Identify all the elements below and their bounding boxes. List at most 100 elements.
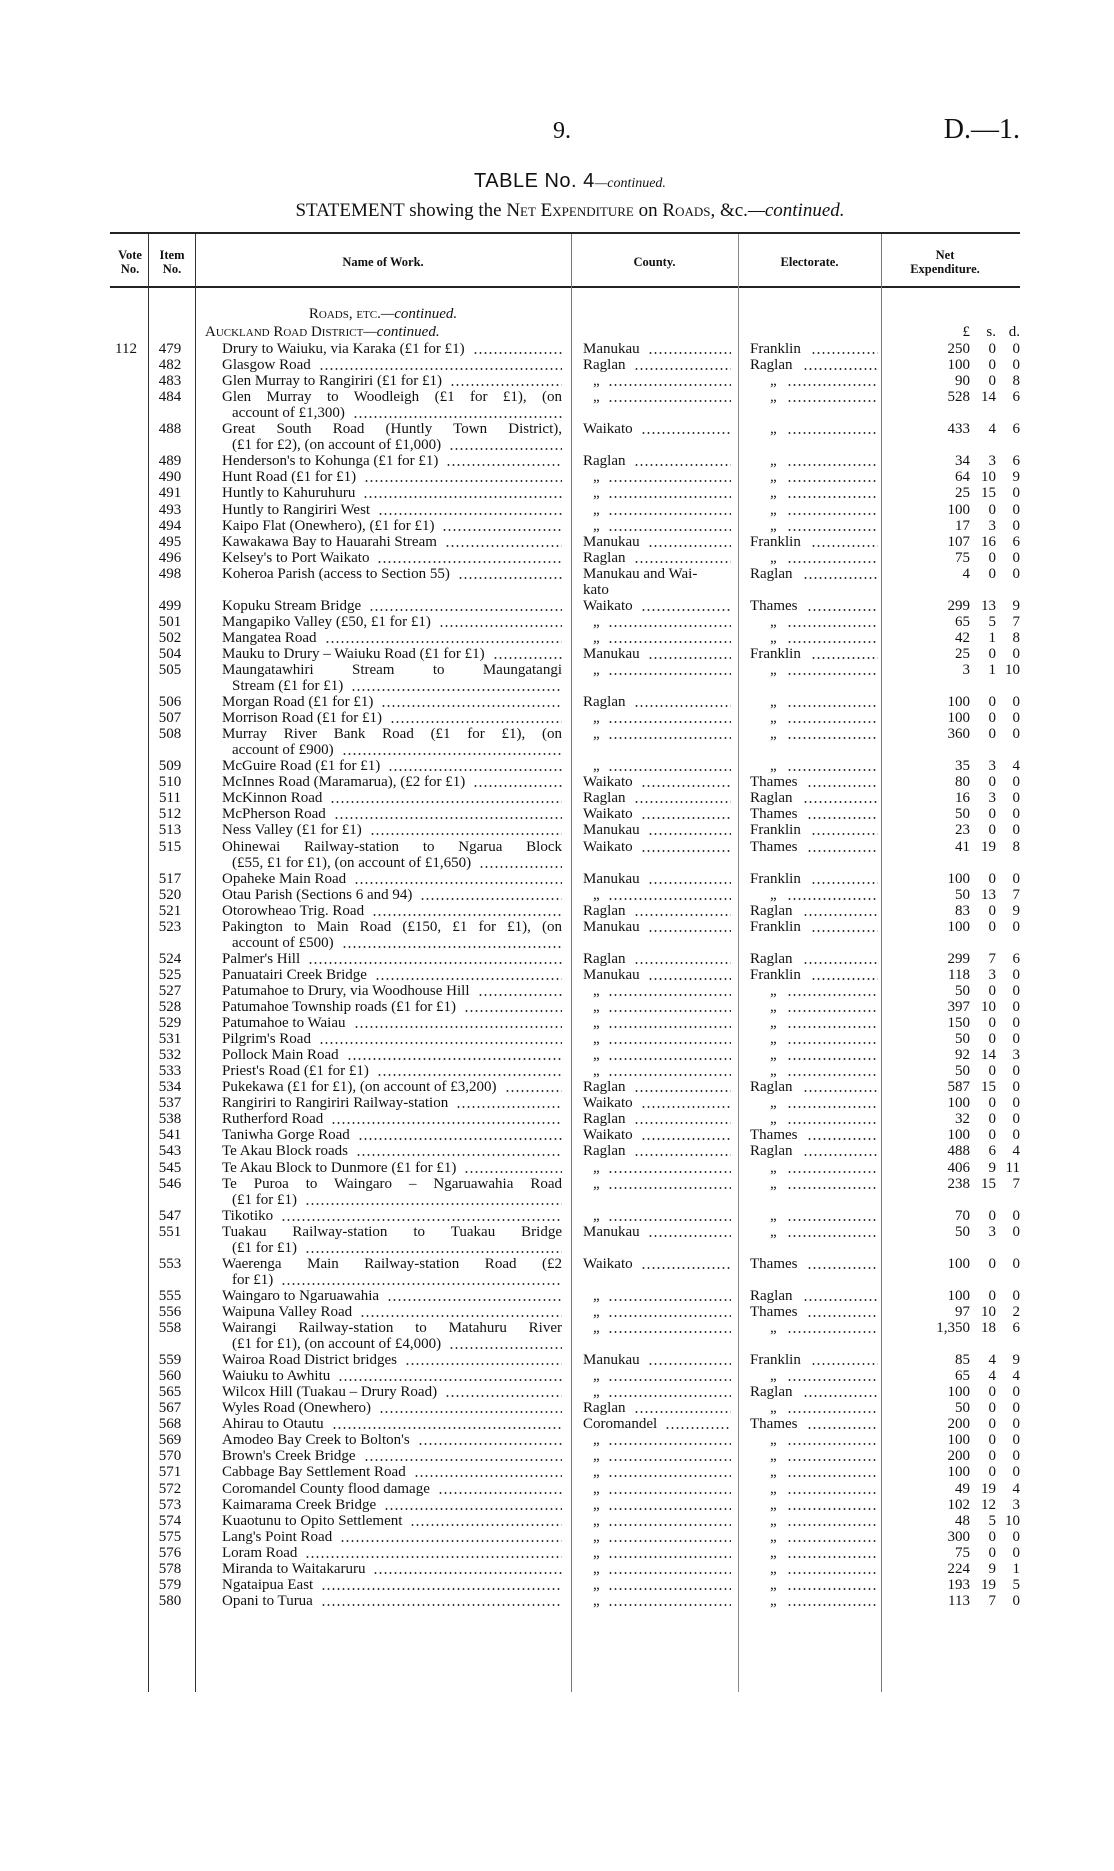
leader-dots — [786, 662, 879, 678]
item-number: 574 — [158, 1512, 182, 1529]
table-row: 521 Otorowheao Trig. Road Raglan Raglan 83 0 9 — [0, 903, 1114, 919]
table-row: 529 Patumahoe to Waiau „ „ 150 0 0 — [0, 1015, 1114, 1031]
electorate: „ — [770, 1095, 777, 1112]
name-of-work: Wyles Road (Onewhero) — [222, 1400, 562, 1416]
electorate: Franklin — [750, 966, 801, 983]
leader-dots — [810, 822, 879, 838]
net-shillings: 0 — [988, 1528, 997, 1545]
net-pence: 0 — [1012, 565, 1021, 582]
net-shillings: 0 — [988, 1031, 997, 1048]
electorate: Franklin — [750, 822, 801, 839]
county-line: Coromandel — [583, 1416, 658, 1433]
leader-dots — [381, 694, 562, 710]
leader-dots — [607, 1561, 732, 1577]
leader-dots — [607, 1320, 732, 1336]
net-pounds: 107 — [947, 533, 971, 550]
name-line: (£1 for £2), (on account of £1,000) — [232, 437, 442, 454]
item-number: 482 — [158, 357, 182, 374]
table-title-suffix: —continued. — [594, 176, 666, 191]
electorate: „ — [770, 549, 777, 566]
table-row: 556 Waipuna Valley Road „ Thames 97 10 2 — [0, 1304, 1114, 1320]
table-row: 520 Otau Parish (Sections 6 and 94) „ „ 50 13… — [0, 887, 1114, 903]
net-pence: 0 — [1012, 549, 1021, 566]
electorate: „ — [770, 1576, 777, 1593]
leader-dots — [786, 485, 879, 501]
electorate: Thames — [750, 597, 798, 614]
item-number: 515 — [158, 838, 182, 855]
item-number: 580 — [158, 1592, 182, 1609]
net-pence: 0 — [1012, 357, 1021, 374]
net-pounds: 50 — [955, 1223, 970, 1240]
electorate: „ — [770, 886, 777, 903]
name-of-work: Te Akau Block roads — [222, 1143, 562, 1159]
leader-dots — [449, 437, 562, 453]
name-line: Kopuku Stream Bridge — [222, 597, 362, 614]
county: „ — [583, 1577, 733, 1593]
electorate: „ — [770, 1047, 777, 1064]
net-pounds: 70 — [955, 1207, 970, 1224]
leader-dots — [410, 1513, 562, 1529]
net-pounds: 49 — [955, 1480, 970, 1497]
county: Raglan — [583, 1111, 733, 1127]
leader-dots — [373, 1561, 562, 1577]
net-shillings: 16 — [981, 533, 996, 550]
leader-dots — [810, 967, 879, 983]
county: „ — [583, 389, 733, 405]
county-line: Manukau — [583, 1223, 640, 1240]
name-line: Pakington to Main Road (£150, £1 for £1)… — [222, 918, 562, 935]
county: „ — [583, 1464, 733, 1480]
leader-dots — [786, 1577, 879, 1593]
name-of-work: Waerenga Main Railway-station Road (£2 fo… — [222, 1256, 562, 1288]
net-pounds: 113 — [948, 1592, 970, 1609]
leader-dots — [607, 469, 732, 485]
name-of-work: Pukekawa (£1 for £1), (on account of £3,… — [222, 1079, 562, 1095]
table-row: 558 Wairangi Railway-station to Matahuru … — [0, 1320, 1114, 1352]
name-of-work: Pollock Main Road — [222, 1047, 562, 1063]
name-line: Glen Murray to Rangiriri (£1 for £1) — [222, 373, 442, 390]
name-of-work: Mangatea Road — [222, 630, 562, 646]
table-row: 570 Brown's Creek Bridge „ „ 200 0 0 — [0, 1448, 1114, 1464]
net-pence: 8 — [1012, 838, 1021, 855]
leader-dots — [786, 453, 879, 469]
net-pence: 0 — [1012, 1448, 1021, 1465]
county: Waikato — [583, 1256, 733, 1272]
name-line: Ness Valley (£1 for £1) — [222, 822, 362, 839]
name-line: Lang's Point Road — [222, 1528, 333, 1545]
leader-dots — [607, 1545, 732, 1561]
county: Waikato — [583, 839, 733, 855]
net-pence: 4 — [1012, 1143, 1021, 1160]
leader-dots — [786, 373, 879, 389]
net-pounds: 35 — [955, 758, 970, 775]
item-number: 520 — [158, 886, 182, 903]
table-row: 546 Te Puroa to Waingaro – Ngaruawahia Ro… — [0, 1176, 1114, 1208]
name-of-work: Loram Road — [222, 1545, 562, 1561]
name-line: Wairangi Railway-station to Matahuru Riv… — [222, 1320, 562, 1337]
name-line: Huntly to Rangiriri West — [222, 501, 371, 518]
name-line: Maungatawhiri Stream to Maungatangi — [222, 661, 562, 678]
name-line: Patumahoe Township roads (£1 for £1) — [222, 999, 457, 1016]
item-number: 553 — [158, 1255, 182, 1272]
subtitle-net-expenditure: Net Expenditure — [506, 200, 634, 221]
name-line: Glasgow Road — [222, 357, 311, 374]
name-of-work: Lang's Point Road — [222, 1529, 562, 1545]
leader-dots — [413, 1464, 563, 1480]
leader-dots — [420, 887, 562, 903]
net-shillings: 0 — [988, 822, 997, 839]
county-line: „ — [593, 1287, 600, 1304]
header-vote-no: Vote No. — [118, 248, 142, 276]
leader-dots — [607, 1593, 732, 1609]
leader-dots — [786, 421, 879, 437]
name-line: Rutherford Road — [222, 1111, 324, 1128]
electorate: „ — [770, 1159, 777, 1176]
leader-dots — [607, 485, 732, 501]
net-shillings: 0 — [988, 710, 997, 727]
table-row: 512 McPherson Road Waikato Thames 50 0 0 — [0, 806, 1114, 822]
leader-dots — [647, 534, 732, 550]
name-line: Wilcox Hill (Tuakau – Drury Road) — [222, 1384, 438, 1401]
county: „ — [583, 1593, 733, 1609]
item-number: 502 — [158, 629, 182, 646]
item-number: 511 — [159, 790, 181, 807]
leader-dots — [786, 1529, 879, 1545]
net-shillings: 0 — [988, 645, 997, 662]
name-of-work: Drury to Waiuku, via Karaka (£1 for £1) — [222, 341, 562, 357]
